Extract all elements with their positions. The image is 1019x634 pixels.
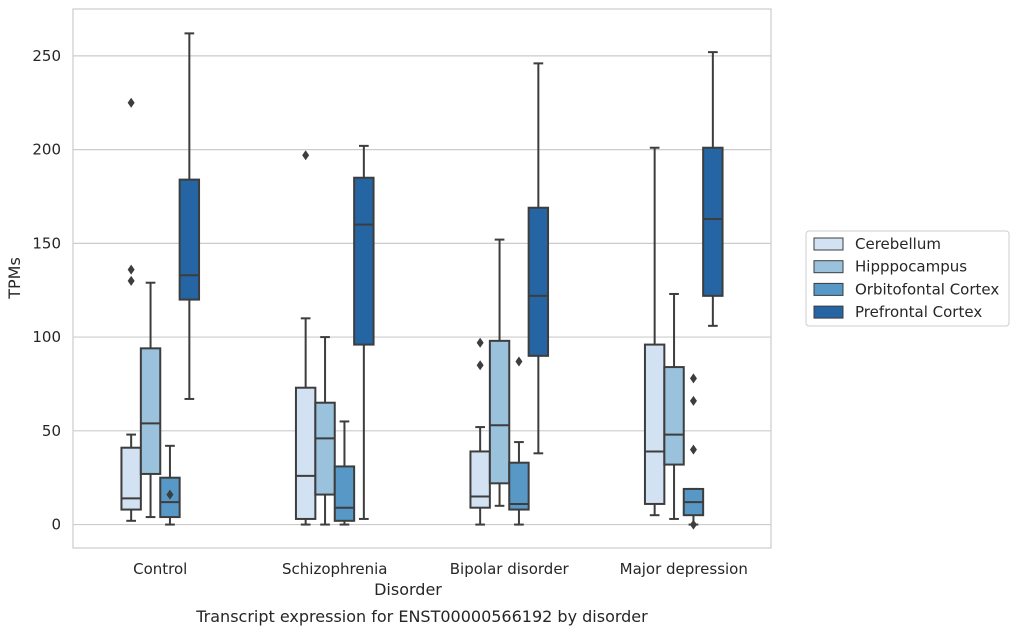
box-body xyxy=(663,366,685,466)
box-cerebellum-3 xyxy=(643,146,666,517)
x-axis-title: Disorder xyxy=(374,580,442,599)
box-orbitofontal-cortex-3 xyxy=(682,373,705,530)
plot-frame xyxy=(72,8,772,549)
chart-caption: Transcript expression for ENST0000056619… xyxy=(195,607,648,626)
outlier-point xyxy=(127,264,135,275)
box-body xyxy=(469,450,491,509)
box-body xyxy=(643,343,666,505)
outlier-point xyxy=(127,97,135,108)
box-cerebellum-2 xyxy=(469,337,491,526)
x-tick-label: Schizophrenia xyxy=(282,560,387,578)
outlier-point xyxy=(302,150,310,161)
box-cerebellum-1 xyxy=(294,150,317,526)
y-tick-label: 50 xyxy=(42,422,61,440)
outlier-point xyxy=(127,275,135,286)
box-cerebellum-0 xyxy=(120,97,142,522)
box-body xyxy=(702,146,724,297)
box-prefrontal-cortex-3 xyxy=(702,51,724,327)
box-body xyxy=(508,461,530,511)
box-orbitofontal-cortex-0 xyxy=(159,444,181,526)
outlier-point xyxy=(166,489,174,500)
legend-swatch xyxy=(813,260,844,274)
box-body xyxy=(333,465,356,522)
outlier-point xyxy=(689,519,697,530)
outlier-point xyxy=(476,360,484,371)
y-axis-ticks: 0 50 100 150 200 250 xyxy=(32,47,61,534)
outlier-point xyxy=(476,337,484,348)
outlier-point xyxy=(689,444,697,455)
legend-swatch xyxy=(813,237,844,251)
x-tick-label: Control xyxy=(133,560,187,578)
legend-frame xyxy=(805,230,1010,327)
legend-label: Hipppocampus xyxy=(855,258,967,276)
box-plot-series xyxy=(120,32,724,530)
box-body xyxy=(139,347,162,475)
x-tick-label: Bipolar disorder xyxy=(450,560,570,578)
box-hipppocampus-2 xyxy=(488,238,511,507)
box-hipppocampus-0 xyxy=(139,281,162,519)
outlier-point xyxy=(515,356,523,367)
y-tick-label: 150 xyxy=(32,234,61,252)
y-axis-title: TPMs xyxy=(5,257,24,300)
y-tick-label: 0 xyxy=(51,516,61,534)
legend-label: Cerebellum xyxy=(855,235,941,253)
legend-swatch xyxy=(813,282,844,296)
y-tick-label: 100 xyxy=(32,328,61,346)
x-tick-label: Major depression xyxy=(620,560,748,578)
legend-swatch xyxy=(813,305,844,319)
legend-label: Orbitofontal Cortex xyxy=(855,280,999,298)
y-tick-label: 250 xyxy=(32,47,61,65)
outlier-point xyxy=(689,373,697,384)
y-tick-label: 200 xyxy=(32,141,61,159)
box-body xyxy=(527,206,550,357)
box-body xyxy=(178,178,201,301)
box-orbitofontal-cortex-2 xyxy=(508,356,530,526)
box-prefrontal-cortex-2 xyxy=(527,62,550,455)
legend-label: Prefrontal Cortex xyxy=(855,303,982,321)
outlier-point xyxy=(689,395,697,406)
box-body xyxy=(488,339,511,485)
box-orbitofontal-cortex-1 xyxy=(333,420,356,526)
legend: Cerebellum Hipppocampus Orbitofontal Corte… xyxy=(805,230,1010,327)
box-hipppocampus-1 xyxy=(314,336,336,526)
box-hipppocampus-3 xyxy=(663,292,685,520)
box-body xyxy=(294,386,317,520)
box-body xyxy=(314,401,336,496)
box-prefrontal-cortex-0 xyxy=(178,32,201,400)
box-body xyxy=(353,176,375,346)
x-axis-ticks: Control Schizophrenia Bipolar disorder Majo… xyxy=(133,560,748,578)
box-prefrontal-cortex-1 xyxy=(353,144,375,520)
box-body xyxy=(120,446,142,511)
